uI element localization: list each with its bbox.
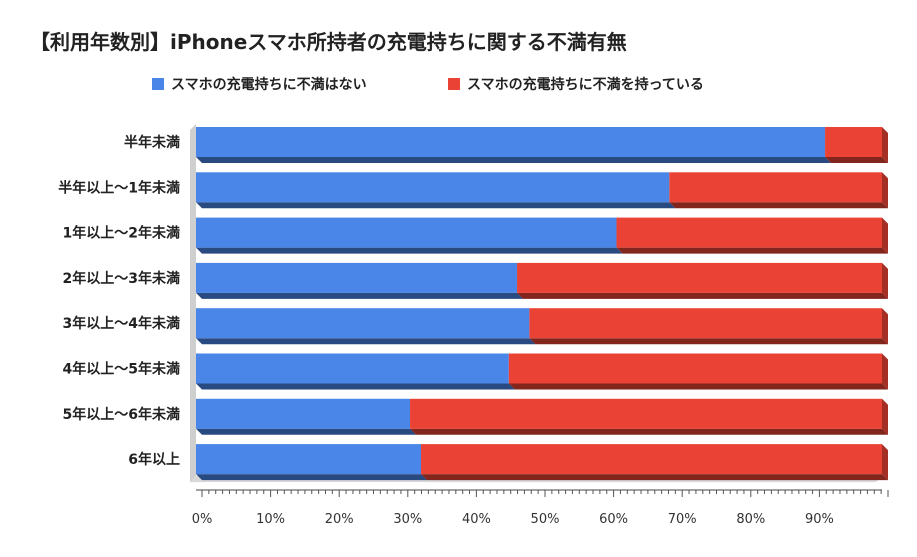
axis-wall bbox=[190, 124, 196, 483]
bar-segment bbox=[410, 398, 888, 435]
x-tick-label: 20% bbox=[325, 512, 354, 527]
bar-segment bbox=[196, 398, 417, 435]
bar-segment bbox=[669, 172, 888, 209]
category-label: 2年以上～3年未満 bbox=[63, 270, 180, 287]
chart-title: 【利用年数別】iPhoneスマホ所持者の充電持ちに関する不満有無 bbox=[30, 30, 627, 54]
bar-segment bbox=[196, 444, 428, 481]
bar-segment bbox=[825, 127, 888, 163]
x-tick-label: 40% bbox=[462, 512, 491, 527]
category-label: 5年以上～6年未満 bbox=[63, 406, 180, 423]
category-label: 6年以上 bbox=[128, 451, 180, 468]
bar-segment bbox=[529, 308, 888, 345]
category-label: 半年未満 bbox=[124, 134, 180, 151]
category-label: 4年以上～5年未満 bbox=[63, 361, 180, 378]
plot-area bbox=[190, 124, 888, 483]
bar-segment bbox=[196, 172, 676, 209]
x-axis: 0% 10% 20% 30% 40% 50% 60% 70% 80% 90% bbox=[192, 489, 889, 527]
bar-segment bbox=[196, 217, 623, 254]
x-tick-label: 90% bbox=[805, 512, 834, 527]
legend-swatch bbox=[152, 78, 164, 90]
bar-segment bbox=[196, 262, 524, 299]
bar-segment bbox=[196, 308, 536, 345]
x-tick-label: 10% bbox=[256, 512, 285, 527]
category-label: 半年以上～1年未満 bbox=[58, 179, 180, 196]
legend-label: スマホの充電持ちに不満はない bbox=[171, 76, 367, 93]
bar-segment bbox=[421, 444, 888, 481]
bar-segment bbox=[517, 262, 888, 299]
category-label: 1年以上～2年未満 bbox=[63, 225, 180, 242]
bar-segment bbox=[616, 217, 888, 254]
legend: スマホの充電持ちに不満はない スマホの充電持ちに不満を持っている bbox=[152, 76, 704, 93]
bar-segment bbox=[196, 127, 832, 163]
category-label: 3年以上～4年未満 bbox=[63, 315, 180, 332]
x-tick-label: 70% bbox=[668, 512, 697, 527]
legend-label: スマホの充電持ちに不満を持っている bbox=[467, 76, 704, 93]
legend-swatch bbox=[448, 78, 460, 90]
x-tick-label: 60% bbox=[599, 512, 628, 527]
x-tick-label: 80% bbox=[736, 512, 765, 527]
bar-segment bbox=[508, 353, 888, 390]
x-tick-label: 50% bbox=[531, 512, 560, 527]
x-tick-label: 30% bbox=[393, 512, 422, 527]
bar-segment bbox=[196, 353, 515, 390]
x-tick-label: 0% bbox=[192, 512, 213, 527]
